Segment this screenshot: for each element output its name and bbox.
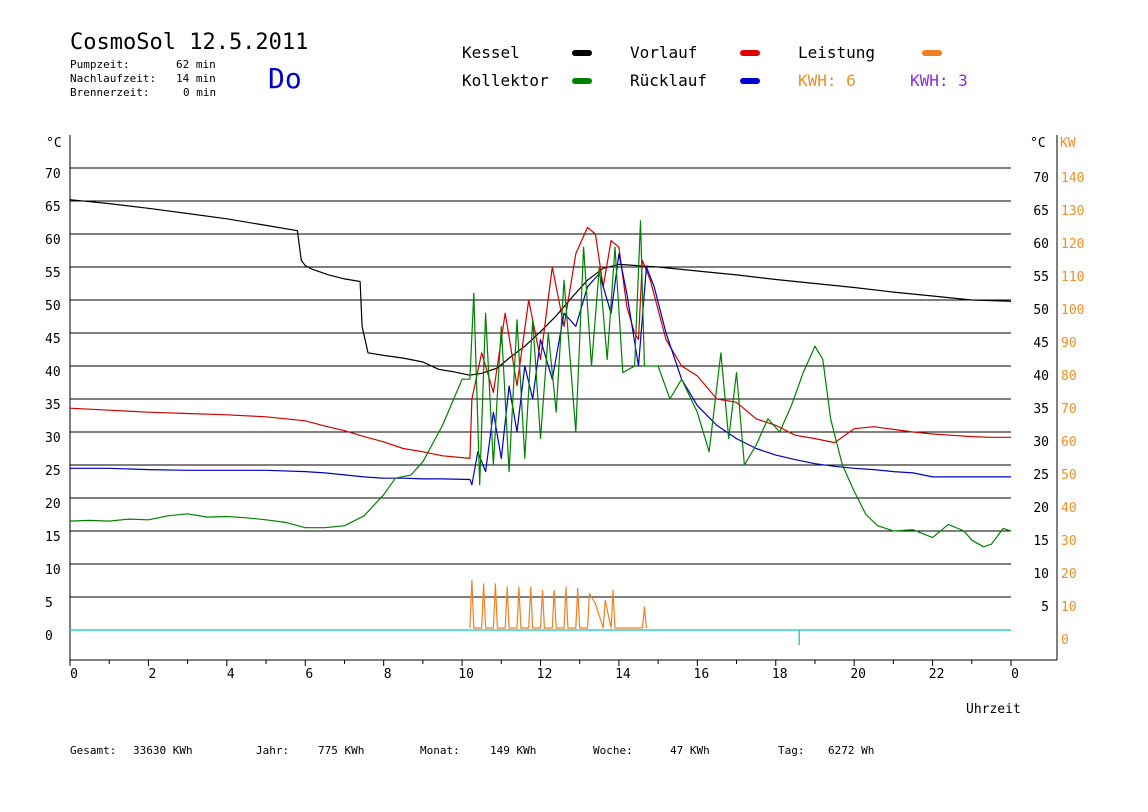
y-tick-right-temp: 65 bbox=[1033, 204, 1049, 219]
right-unit-temp-label: °C bbox=[1030, 136, 1046, 151]
y-tick-left: 5 bbox=[45, 596, 53, 611]
x-tick-label: 6 bbox=[305, 667, 313, 682]
legend-leistung-swatch bbox=[922, 50, 942, 56]
x-tick-label: 0 bbox=[70, 667, 78, 682]
y-tick-right-temp: 25 bbox=[1033, 468, 1049, 483]
x-tick-label: 4 bbox=[227, 667, 235, 682]
weekday-label: Do bbox=[268, 62, 302, 95]
y-tick-right-temp: 50 bbox=[1033, 303, 1049, 318]
y-tick-right-temp: 60 bbox=[1033, 237, 1049, 252]
x-tick-label: 18 bbox=[772, 667, 788, 682]
footer-jahr-label: Jahr: bbox=[256, 744, 290, 757]
stat-value-pumpzeit: 62 min bbox=[176, 58, 216, 71]
legend-ruecklauf-label: Rücklauf bbox=[630, 71, 708, 90]
stat-value-nachlaufzeit: 14 min bbox=[176, 72, 216, 85]
y-tick-right-temp: 30 bbox=[1033, 435, 1049, 450]
y-tick-left: 10 bbox=[45, 563, 61, 578]
legend-kollektor-swatch bbox=[572, 78, 592, 84]
footer-tag-label: Tag: bbox=[778, 744, 805, 757]
y-tick-right-power: 110 bbox=[1061, 270, 1084, 285]
y-tick-right-power: 90 bbox=[1061, 336, 1077, 351]
footer-monat-label: Monat: bbox=[420, 744, 460, 757]
y-tick-right-power: 70 bbox=[1061, 402, 1077, 417]
y-tick-right-temp: 5 bbox=[1041, 600, 1049, 615]
left-unit-label: °C bbox=[46, 136, 62, 151]
y-tick-left: 50 bbox=[45, 299, 61, 314]
footer-gesamt-value: 33630 KWh bbox=[133, 744, 193, 757]
y-tick-left: 25 bbox=[45, 464, 61, 479]
y-tick-right-power: 50 bbox=[1061, 468, 1077, 483]
y-tick-left: 35 bbox=[45, 398, 61, 413]
footer-tag-value: 6272 Wh bbox=[828, 744, 875, 757]
y-tick-left: 0 bbox=[45, 629, 53, 644]
series-rcklauf bbox=[70, 253, 1011, 486]
legend-leistung-label: Leistung bbox=[798, 43, 876, 62]
y-tick-left: 15 bbox=[45, 530, 61, 545]
footer-monat-value: 149 KWh bbox=[490, 744, 537, 757]
x-tick-label: 14 bbox=[615, 667, 631, 682]
y-tick-left: 40 bbox=[45, 365, 61, 380]
y-tick-right-temp: 20 bbox=[1033, 501, 1049, 516]
x-axis-label: Uhrzeit bbox=[966, 702, 1021, 717]
footer-woche-label: Woche: bbox=[593, 744, 633, 757]
stat-label-nachlaufzeit: Nachlaufzeit: bbox=[70, 72, 157, 85]
stat-value-brennerzeit: 0 min bbox=[183, 86, 217, 99]
legend-vorlauf-label: Vorlauf bbox=[630, 43, 698, 62]
y-tick-right-temp: 15 bbox=[1033, 534, 1049, 549]
stat-label-pumpzeit: Pumpzeit: bbox=[70, 58, 130, 71]
legend-ruecklauf-swatch bbox=[740, 78, 760, 84]
x-tick-label: 20 bbox=[850, 667, 866, 682]
series-kessel bbox=[69, 199, 1012, 376]
y-tick-left: 55 bbox=[45, 266, 61, 281]
x-tick-label: 12 bbox=[537, 667, 553, 682]
y-tick-left: 45 bbox=[45, 332, 61, 347]
series-vorlauf bbox=[69, 226, 1011, 459]
legend-kessel-swatch bbox=[572, 50, 592, 56]
x-tick-label: 10 bbox=[458, 667, 474, 682]
y-tick-right-power: 100 bbox=[1061, 303, 1084, 318]
x-tick-label: 0 bbox=[1011, 667, 1019, 682]
y-tick-left: 70 bbox=[45, 167, 61, 182]
y-tick-right-temp: 70 bbox=[1033, 171, 1049, 186]
y-tick-left: 30 bbox=[45, 431, 61, 446]
y-tick-right-power: 40 bbox=[1061, 501, 1077, 516]
y-tick-right-temp: 45 bbox=[1033, 336, 1049, 351]
y-tick-right-power: 130 bbox=[1061, 204, 1084, 219]
y-tick-right-power: 120 bbox=[1061, 237, 1084, 252]
stat-label-brennerzeit: Brennerzeit: bbox=[70, 86, 150, 99]
footer-woche-value: 47 KWh bbox=[670, 744, 710, 757]
y-tick-right-temp: 10 bbox=[1033, 567, 1049, 582]
y-tick-right-temp: 35 bbox=[1033, 402, 1049, 417]
y-tick-right-power: 0 bbox=[1061, 633, 1069, 648]
y-tick-right-power: 60 bbox=[1061, 435, 1077, 450]
footer-jahr-value: 775 KWh bbox=[318, 744, 365, 757]
x-tick-label: 2 bbox=[149, 667, 157, 682]
y-tick-right-power: 20 bbox=[1061, 567, 1077, 582]
x-tick-label: 16 bbox=[694, 667, 710, 682]
y-tick-right-temp: 55 bbox=[1033, 270, 1049, 285]
y-tick-right-power: 30 bbox=[1061, 534, 1077, 549]
x-tick-label: 8 bbox=[384, 667, 392, 682]
y-tick-left: 65 bbox=[45, 200, 61, 215]
x-tick-label: 22 bbox=[929, 667, 945, 682]
series-leistung bbox=[469, 579, 647, 629]
y-tick-right-power: 10 bbox=[1061, 600, 1077, 615]
legend-vorlauf-swatch bbox=[740, 50, 760, 56]
legend-kwh-purple: KWH: 3 bbox=[910, 71, 968, 90]
legend-kessel-label: Kessel bbox=[462, 43, 520, 62]
y-tick-left: 60 bbox=[45, 233, 61, 248]
right-unit-power-label: KW bbox=[1060, 136, 1076, 151]
legend-kollektor-label: Kollektor bbox=[462, 71, 549, 90]
footer-gesamt-label: Gesamt: bbox=[70, 744, 117, 757]
legend-kwh-orange: KWH: 6 bbox=[798, 71, 856, 90]
y-tick-right-power: 80 bbox=[1061, 369, 1077, 384]
series-kollektor bbox=[69, 220, 1012, 548]
y-tick-right-power: 140 bbox=[1061, 171, 1084, 186]
y-tick-left: 20 bbox=[45, 497, 61, 512]
chart-title: CosmoSol 12.5.2011 bbox=[70, 30, 309, 55]
y-tick-right-temp: 40 bbox=[1033, 369, 1049, 384]
